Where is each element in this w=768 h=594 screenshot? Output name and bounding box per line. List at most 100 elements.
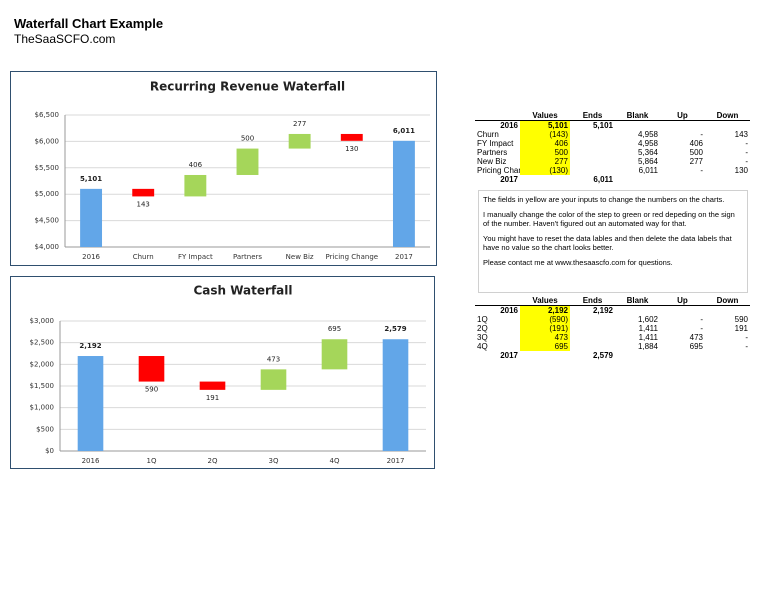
data-label: 130 [345,145,358,153]
page-title: Waterfall Chart Example [14,16,164,31]
x-tick-label: FY Impact [178,253,213,261]
table-cell: 4,958 [637,130,658,139]
bar [138,356,165,382]
table-cell: 4,958 [637,139,658,148]
data-label: 2,579 [384,325,406,333]
table-cell: 2016 [500,121,518,130]
x-tick-label: 2016 [82,253,100,261]
note-text: I manually change the color of the step … [483,210,735,228]
table-cell: 6,011 [593,175,613,184]
x-tick-label: Pricing Change [325,253,378,261]
table-cell: 5,864 [637,157,658,166]
table-cell [475,296,520,306]
data-table: Values Ends Blank Up Down 2016 5,101 5,101 Churn… [475,111,750,184]
table-cell: 2Q [477,324,488,333]
y-tick-label: $4,500 [35,217,60,225]
bar [199,381,226,390]
table-cell [660,351,705,360]
data-label: 277 [293,120,306,128]
table-cell [705,121,750,131]
data-label: 191 [206,394,219,402]
table-cell [570,166,615,175]
table-cell: Pricing Chang [477,166,520,175]
note-text: You might have to reset the data lables … [483,234,732,252]
table-cell: 277 [689,157,703,166]
table-row: 2016 5,101 5,101 [475,120,750,131]
table-cell [705,351,750,360]
table-row: FY Impact 406 4,958 406 - [475,139,750,148]
table-cell [615,175,660,184]
table-row: 2Q (191) 1,411 - 191 [475,324,750,333]
table-row: 2016 2,192 2,192 [475,305,750,316]
bar [80,188,103,247]
bar [77,356,104,451]
table-cell [705,306,750,316]
table-cell: 500 [689,148,703,157]
data-label: 2,192 [79,342,101,350]
table-cell: (130) [520,166,570,175]
bar [321,339,348,370]
table-row: Pricing Chang(130) 6,011 - 130 [475,166,750,175]
table-cell: 1Q [477,315,488,324]
table-cell [660,121,705,131]
data-label: 695 [328,325,341,333]
table-cell: Down [705,296,750,306]
table-cell: 2,579 [592,351,613,360]
table-row: New Biz 277 5,864 277 - [475,157,750,166]
table-cell: Ends [570,111,615,121]
bar [288,133,311,149]
chart: Cash Waterfall $0 $500 $1,000 $1,500 $2,000 $2… [10,276,435,469]
table-cell: 1,411 [638,324,658,333]
x-tick-label: 4Q [330,457,340,465]
data-label: 143 [137,200,150,208]
table-cell [570,315,615,324]
table-cell: 590 [734,315,748,324]
y-tick-label: $1,000 [30,404,55,412]
x-tick-label: 2016 [82,457,100,465]
table-cell: 1,884 [637,342,658,351]
table-cell: 473 [689,333,703,342]
table-cell [570,130,615,139]
note-text: Please contact me at www.thesaascfo.com … [483,258,673,267]
table-cell [570,333,615,342]
table-cell: 473 [520,333,570,342]
table-cell: Up [660,111,705,121]
table-cell: 500 [520,148,570,157]
table-cell: 3Q [477,333,488,342]
table-cell: Churn [477,130,499,139]
data-label: 590 [145,386,158,394]
x-tick-label: Partners [233,253,262,261]
table-cell: 1,602 [637,315,658,324]
data-label: 5,101 [80,175,102,183]
bar [340,133,363,141]
note-text: The fields in yellow are your inputs to … [483,195,725,204]
table-cell: Up [660,296,705,306]
y-tick-label: $3,000 [30,317,55,325]
page-subtitle: TheSaaSCFO.com [14,32,116,46]
table-cell: 406 [520,139,570,148]
bar [260,369,287,390]
table-cell [705,175,750,184]
table-cell: 277 [520,157,570,166]
data-label: 473 [267,355,280,363]
data-label: 6,011 [393,127,415,135]
table-row: Partners 500 5,364 500 - [475,148,750,157]
y-tick-label: $5,000 [35,190,60,198]
table-cell [570,157,615,166]
table-row: 4Q 695 1,884 695 - [475,342,750,351]
table-cell: - [745,139,748,148]
table-cell: 4Q [477,342,488,351]
table-cell: - [745,342,748,351]
table-cell: 1,411 [638,333,658,342]
table-cell [520,351,570,360]
table-cell [520,175,570,184]
table-row: Values Ends Blank Up Down [475,296,750,306]
table-cell: 5,364 [637,148,658,157]
notes-box: The fields in yellow are your inputs to … [478,190,748,293]
table-cell [660,306,705,316]
y-tick-label: $0 [45,447,54,455]
table-cell: (191) [520,324,570,333]
x-tick-label: 3Q [269,457,279,465]
table-cell [615,121,660,131]
table-cell: 695 [689,342,703,351]
